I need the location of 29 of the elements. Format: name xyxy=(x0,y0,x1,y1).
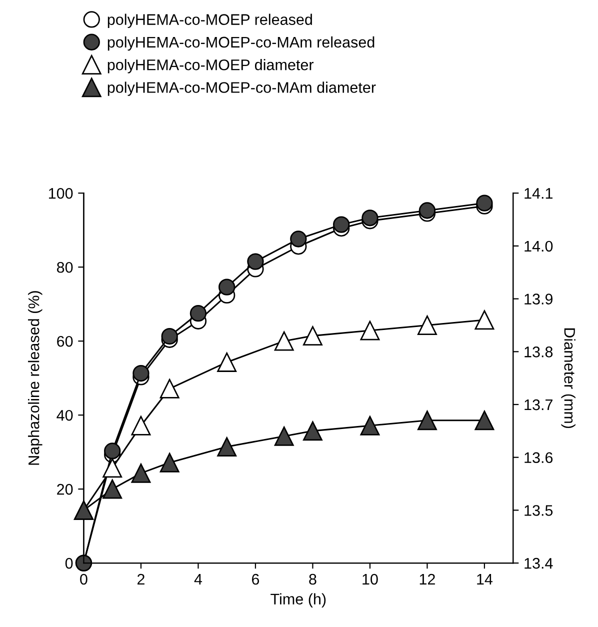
y2-tick-label: 13.8 xyxy=(524,346,553,358)
legend-label: polyHEMA-co-MOEP-co-MAm diameter xyxy=(108,82,376,96)
x-axis-title: Time (h) xyxy=(270,593,326,608)
y2-tick-label: 13.9 xyxy=(524,294,553,304)
y2-axis-title: Diameter (mm) xyxy=(561,328,576,428)
x-tick-label: 4 xyxy=(194,574,202,585)
y2-tick-label: 13.5 xyxy=(524,505,553,516)
y-tick-label: 20 xyxy=(57,484,73,495)
legend-label: polyHEMA-co-MOEP diameter xyxy=(108,59,314,74)
y-tick-label: 100 xyxy=(48,188,73,199)
y2-tick-label: 13.7 xyxy=(524,399,552,410)
y-tick-label: 0 xyxy=(65,558,73,569)
y2-tick-label: 14.0 xyxy=(524,240,553,252)
x-tick-label: 8 xyxy=(309,574,316,585)
x-tick-label: 6 xyxy=(252,574,260,585)
y2-tick-label: 14.1 xyxy=(524,188,552,199)
x-tick-label: 12 xyxy=(420,574,435,585)
y2-tick-label: 13.6 xyxy=(524,452,553,464)
x-tick-label: 2 xyxy=(137,574,144,585)
x-tick-label: 10 xyxy=(362,574,378,585)
y-tick-label: 80 xyxy=(56,262,73,273)
x-tick-label: 0 xyxy=(80,574,88,585)
y2-tick-label: 13.4 xyxy=(524,558,553,569)
y-tick-label: 60 xyxy=(57,336,73,347)
y-axis-title: Naphazoline released (%) xyxy=(28,291,42,465)
x-tick-label: 14 xyxy=(477,574,493,585)
legend-label: polyHEMA-co-MOEP-co-MAm released xyxy=(108,36,374,51)
legend-label: polyHEMA-co-MOEP released xyxy=(108,14,312,28)
y-tick-label: 40 xyxy=(56,410,73,421)
